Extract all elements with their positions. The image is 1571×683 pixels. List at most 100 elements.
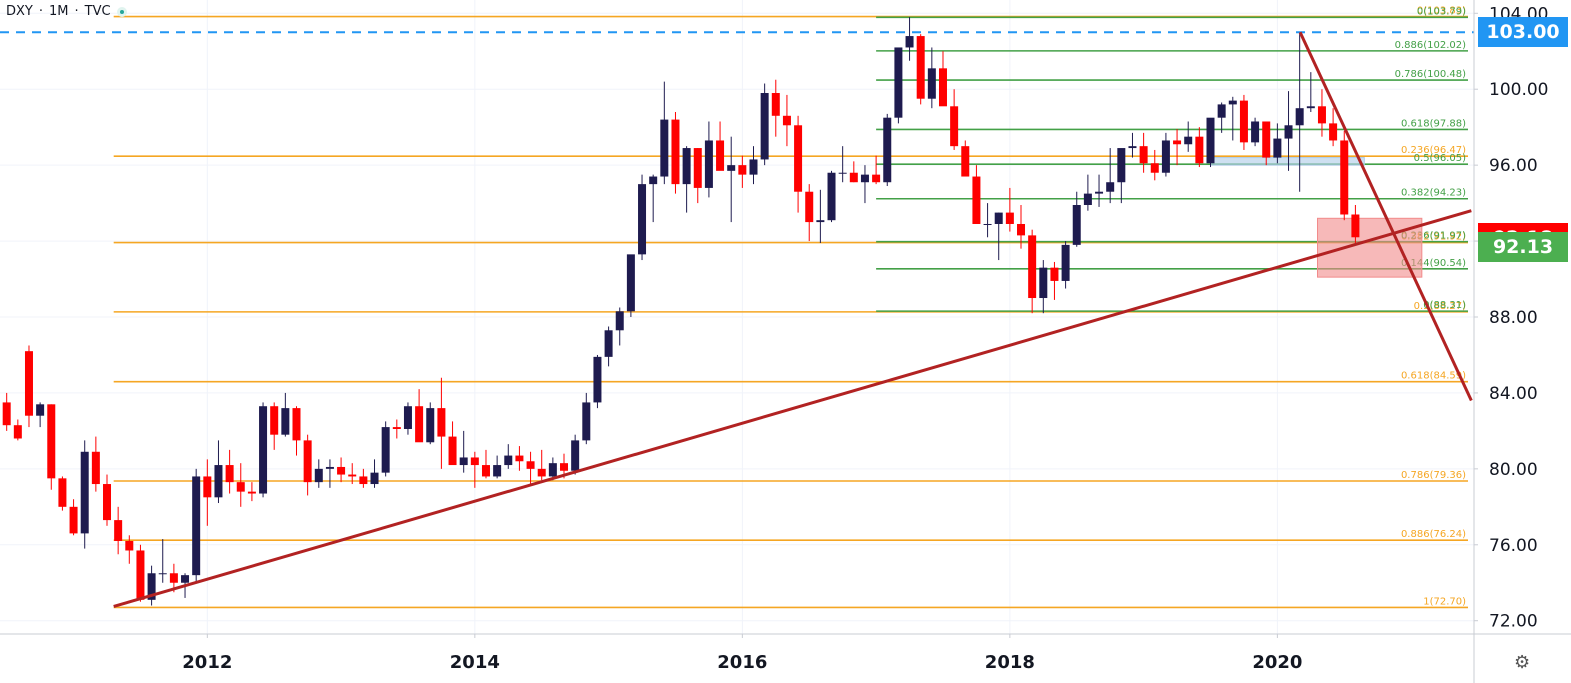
candle-body xyxy=(827,172,836,221)
candle-body xyxy=(615,311,624,331)
candle-body xyxy=(660,119,669,177)
candle-body xyxy=(938,68,947,107)
candle-down xyxy=(13,419,22,441)
candle-body xyxy=(181,575,190,583)
candle-up xyxy=(325,459,334,488)
candle-body xyxy=(415,406,424,443)
trendline[interactable] xyxy=(113,209,1472,608)
candle-body xyxy=(381,427,390,473)
candle-up xyxy=(1306,72,1315,112)
highlight-zone[interactable] xyxy=(1317,217,1423,278)
candle-up xyxy=(626,254,635,317)
separator-dot: · xyxy=(38,4,43,19)
symbol-name[interactable]: DXY xyxy=(6,4,33,19)
candle-down xyxy=(114,506,123,555)
candle-up xyxy=(1083,174,1092,211)
candle-down xyxy=(537,449,546,481)
candle-body xyxy=(1017,223,1026,236)
candle-body xyxy=(1150,163,1159,173)
fib-level-label: 0.886(102.02) xyxy=(1395,40,1467,51)
fib-level-label: 0.382(91.92) xyxy=(1401,232,1466,243)
price-tick-label: 88.00 xyxy=(1489,308,1538,328)
candle-body xyxy=(638,184,647,255)
fib-level-label: 0.786(79.36) xyxy=(1401,470,1466,481)
gear-icon[interactable]: ⚙ xyxy=(1514,652,1531,673)
candle-body xyxy=(47,404,56,479)
candle-down xyxy=(225,449,234,494)
candle-up xyxy=(1206,117,1215,168)
candle-body xyxy=(950,106,959,147)
time-tick-label: 2020 xyxy=(1252,652,1302,673)
candle-body xyxy=(604,330,613,357)
candle-body xyxy=(883,117,892,183)
candle-body xyxy=(805,191,814,223)
candle-body xyxy=(1061,244,1070,281)
candle-up xyxy=(571,434,580,475)
candle-body xyxy=(192,476,201,576)
candle-up xyxy=(370,459,379,488)
candle-up xyxy=(860,165,869,204)
candle-up xyxy=(927,47,936,109)
candle-body xyxy=(771,93,780,116)
candle-down xyxy=(1150,149,1159,181)
candle-down xyxy=(91,436,100,492)
candle-down xyxy=(1317,89,1326,137)
candle-up xyxy=(760,83,769,166)
candle-body xyxy=(1128,146,1137,149)
price-tick-label: 96.00 xyxy=(1489,156,1538,176)
fib-level-label: 0(103.79) xyxy=(1417,6,1466,17)
candles xyxy=(2,17,1360,606)
candle-body xyxy=(1239,100,1248,143)
candle-up xyxy=(1228,96,1237,141)
trendlines[interactable] xyxy=(113,31,1473,608)
candle-down xyxy=(437,377,446,469)
candle-body xyxy=(203,476,212,498)
candle-body xyxy=(972,176,981,224)
market-status-icon xyxy=(116,6,127,17)
candle-body xyxy=(303,440,312,483)
candle-up xyxy=(983,203,992,238)
zones[interactable] xyxy=(1209,157,1423,278)
price-tick-label: 100.00 xyxy=(1489,80,1548,100)
trendline[interactable] xyxy=(1298,31,1473,402)
candle-down xyxy=(337,457,346,483)
candle-up xyxy=(749,146,758,185)
candle-body xyxy=(80,451,89,534)
fibonacci-levels[interactable]: 0(103.83) 0.236(96.47) 0.382(91.92) 0.5(88.… xyxy=(0,6,1474,609)
candle-up xyxy=(727,136,736,223)
candle-body xyxy=(515,455,524,462)
candle-body xyxy=(225,465,234,483)
candle-body xyxy=(147,573,156,600)
candle-down xyxy=(916,34,925,105)
candle-body xyxy=(548,463,557,477)
candle-down xyxy=(1005,187,1014,232)
fib-level-label: 0.144(90.54) xyxy=(1401,258,1466,269)
candle-up xyxy=(1039,260,1048,314)
candle-body xyxy=(493,465,502,477)
symbol-legend[interactable]: DXY · 1M · TVC xyxy=(6,4,127,19)
candle-body xyxy=(704,140,713,188)
candle-down xyxy=(961,140,970,177)
candle-body xyxy=(236,482,245,492)
candle-body xyxy=(1028,235,1037,299)
candle-body xyxy=(1195,136,1204,164)
candle-body xyxy=(325,466,334,469)
fib-level-label: 0.5(88.27) xyxy=(1414,301,1466,312)
fib-level-label: 0.618(97.88) xyxy=(1401,118,1466,129)
candle-up xyxy=(1284,91,1293,171)
candle-down xyxy=(481,449,490,479)
candle-body xyxy=(292,408,301,441)
candle-down xyxy=(247,482,256,502)
candle-up xyxy=(214,440,223,504)
candle-body xyxy=(370,472,379,485)
candle-up xyxy=(827,170,836,223)
interval-label[interactable]: 1M xyxy=(49,4,69,19)
candle-body xyxy=(649,176,658,185)
price-tag-level: 92.13 xyxy=(1478,231,1568,262)
candle-up xyxy=(883,113,892,187)
candle-up xyxy=(660,81,669,185)
price-tick-label: 72.00 xyxy=(1489,612,1538,632)
candle-body xyxy=(247,491,256,494)
candle-body xyxy=(560,463,569,471)
